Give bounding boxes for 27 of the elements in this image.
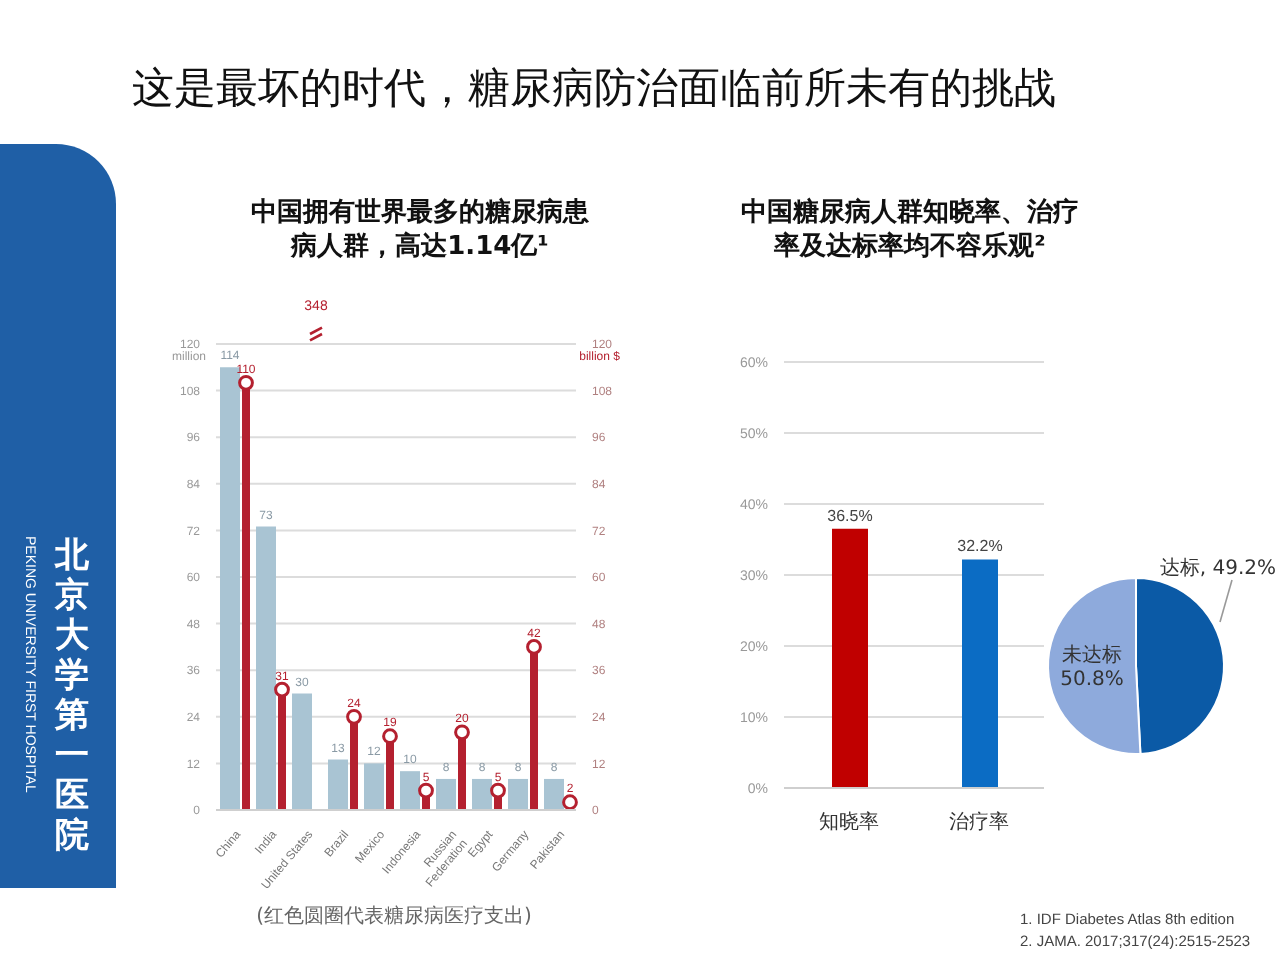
point xyxy=(490,782,506,799)
bar xyxy=(472,778,492,810)
point xyxy=(562,794,578,810)
point xyxy=(418,782,434,799)
data-label: 32.2% xyxy=(957,537,1003,556)
text: (红色圆圈代表糖尿病医疗支出) xyxy=(254,903,534,930)
point xyxy=(274,681,290,698)
point xyxy=(346,708,362,725)
point xyxy=(238,374,254,391)
bar xyxy=(544,778,564,810)
chart-title: 中国糖尿病人群知晓率、治疗率及达标率均不容乐观² xyxy=(740,196,1080,264)
bar xyxy=(508,778,528,810)
point xyxy=(382,728,398,745)
x-tick-label: 知晓率 xyxy=(819,810,879,834)
text: 这是最坏的时代，糖尿病防治面临前所未有的挑战 xyxy=(132,62,1056,116)
bar xyxy=(400,771,420,810)
data-label: 36.5% xyxy=(827,506,873,525)
x-tick-label: 治疗率 xyxy=(949,810,1009,834)
text: 北京大学第一医院 xyxy=(54,536,90,856)
slice-label: 达标, 49.2% xyxy=(1159,556,1276,580)
data-label: 50.8% xyxy=(1060,669,1124,692)
chart-title: 中国拥有世界最多的糖尿病患病人群，高达1.14亿¹ xyxy=(250,196,590,264)
point xyxy=(526,639,542,655)
bar xyxy=(256,526,276,810)
slice-label: 未达标 xyxy=(1062,643,1123,668)
bar xyxy=(292,693,312,810)
point xyxy=(454,724,470,741)
